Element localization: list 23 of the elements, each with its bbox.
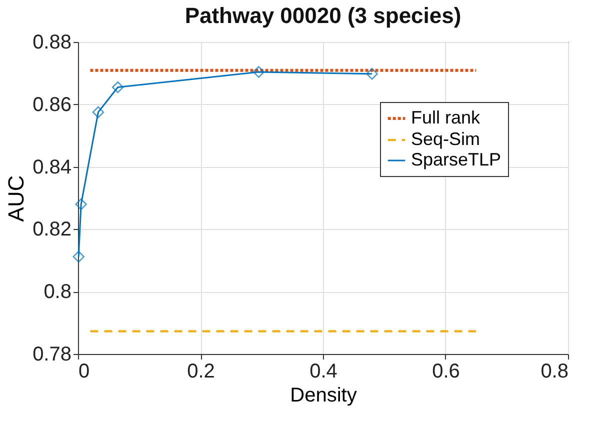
chart-title: Pathway 00020 (3 species)	[184, 3, 462, 28]
y-tick-label: 0.88	[32, 32, 72, 54]
point	[112, 81, 124, 94]
legend-label: Full rank	[411, 108, 482, 128]
y-tick-label: 0.8	[44, 281, 72, 304]
y-tick-label: 0.84	[32, 156, 72, 178]
point	[72, 250, 85, 263]
point	[92, 106, 104, 118]
y-tick-label: 0.78	[32, 344, 72, 366]
legend-label: Seq-Sim	[411, 129, 480, 149]
point	[366, 68, 378, 80]
point	[252, 66, 265, 78]
legend-label: SparseTLP	[411, 150, 502, 170]
y-axis-title: AUC	[4, 175, 29, 222]
y-tick-label: 0.82	[32, 218, 72, 241]
point	[75, 198, 87, 210]
x-tick-label: 0	[78, 360, 90, 382]
x-axis-title: Density	[290, 384, 357, 406]
x-tick-label: 0.8	[540, 360, 568, 382]
y-tick-label: 0.86	[32, 94, 72, 116]
x-tick-label: 0.4	[310, 360, 338, 382]
x-tick-label: 0.6	[432, 360, 460, 382]
x-tick-label: 0.2	[187, 360, 215, 382]
